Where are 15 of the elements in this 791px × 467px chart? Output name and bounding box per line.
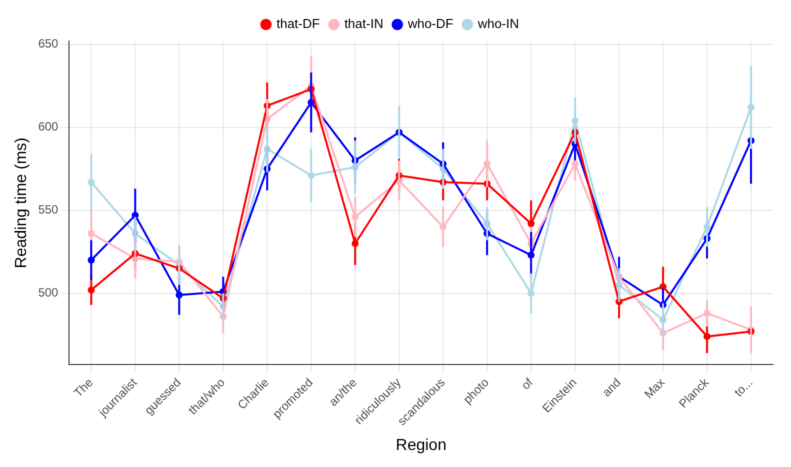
legend-label: who-DF <box>406 16 454 32</box>
legend-label: that-DF <box>276 16 320 32</box>
x-tick-label: and <box>599 375 624 400</box>
y-tick-label: 650 <box>38 36 59 51</box>
y-tick-label: 550 <box>38 202 59 217</box>
x-axis-title: Region <box>396 436 446 454</box>
x-tick-label: Max <box>642 375 668 402</box>
legend-label: who-IN <box>476 16 520 32</box>
x-tick-label: to... <box>731 375 756 400</box>
x-tick-label: of <box>518 374 536 392</box>
y-tick-label: 500 <box>38 286 59 300</box>
x-tick-label: The <box>71 375 96 400</box>
y-axis-title: Reading time (ms) <box>13 137 30 268</box>
legend-label: that-IN <box>344 16 384 32</box>
y-tick-label: 600 <box>38 120 59 134</box>
